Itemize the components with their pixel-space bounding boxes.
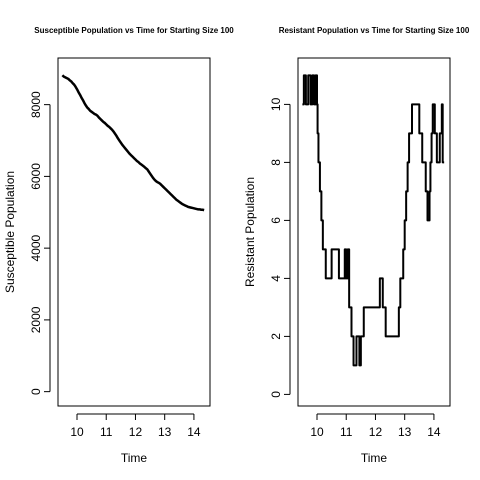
x-tick-label-resistant-0: 10	[310, 425, 324, 439]
y-tick-label-susceptible-3: 6000	[29, 163, 43, 190]
series-susceptible	[61, 74, 205, 212]
x-axis-label-resistant: Time	[361, 451, 388, 465]
y-tick-label-resistant-5: 10	[269, 97, 283, 111]
x-tick-label-susceptible-2: 12	[129, 425, 143, 439]
y-axis-label-resistant: Resistant Population	[243, 177, 257, 287]
y-axis-susceptible: 0 2000 4000 6000 8000	[29, 91, 51, 395]
y-axis-resistant: 0 2 4 6 8 10	[269, 97, 291, 398]
x-tick-label-susceptible-4: 14	[187, 425, 201, 439]
panel-susceptible: Susceptible Population vs Time for Start…	[3, 26, 234, 465]
x-tick-label-resistant-2: 12	[369, 425, 383, 439]
x-axis-resistant: 10 11 12 13 14	[310, 413, 441, 439]
y-axis-label-susceptible: Susceptible Population	[3, 171, 17, 293]
x-tick-label-susceptible-0: 10	[70, 425, 84, 439]
chart-title-resistant: Resistant Population vs Time for Startin…	[279, 26, 470, 35]
chart-title-susceptible: Susceptible Population vs Time for Start…	[34, 26, 234, 35]
y-tick-label-susceptible-1: 2000	[29, 306, 43, 333]
x-tick-label-susceptible-3: 13	[158, 425, 172, 439]
panel-frame-susceptible	[57, 57, 211, 407]
y-tick-label-resistant-2: 4	[269, 275, 283, 282]
x-tick-label-resistant-4: 14	[427, 425, 441, 439]
y-tick-label-susceptible-0: 0	[29, 388, 43, 395]
x-axis-label-susceptible: Time	[121, 451, 148, 465]
series-resistant	[302, 74, 445, 367]
x-tick-label-susceptible-1: 11	[100, 425, 113, 439]
panel-resistant: Resistant Population vs Time for Startin…	[243, 26, 470, 465]
y-tick-label-resistant-1: 2	[269, 333, 283, 340]
x-tick-label-resistant-1: 11	[340, 425, 353, 439]
series-line-resistant-0	[302, 74, 445, 367]
series-line-susceptible-0	[61, 74, 205, 212]
y-tick-label-resistant-4: 8	[269, 159, 283, 166]
x-axis-susceptible: 10 11 12 13 14	[70, 413, 201, 439]
y-tick-label-resistant-3: 6	[269, 217, 283, 224]
x-tick-label-resistant-3: 13	[398, 425, 412, 439]
panel-frame-resistant	[297, 57, 451, 407]
y-tick-label-resistant-0: 0	[269, 391, 283, 398]
y-tick-label-susceptible-4: 8000	[29, 91, 43, 118]
y-tick-label-susceptible-2: 4000	[29, 234, 43, 261]
